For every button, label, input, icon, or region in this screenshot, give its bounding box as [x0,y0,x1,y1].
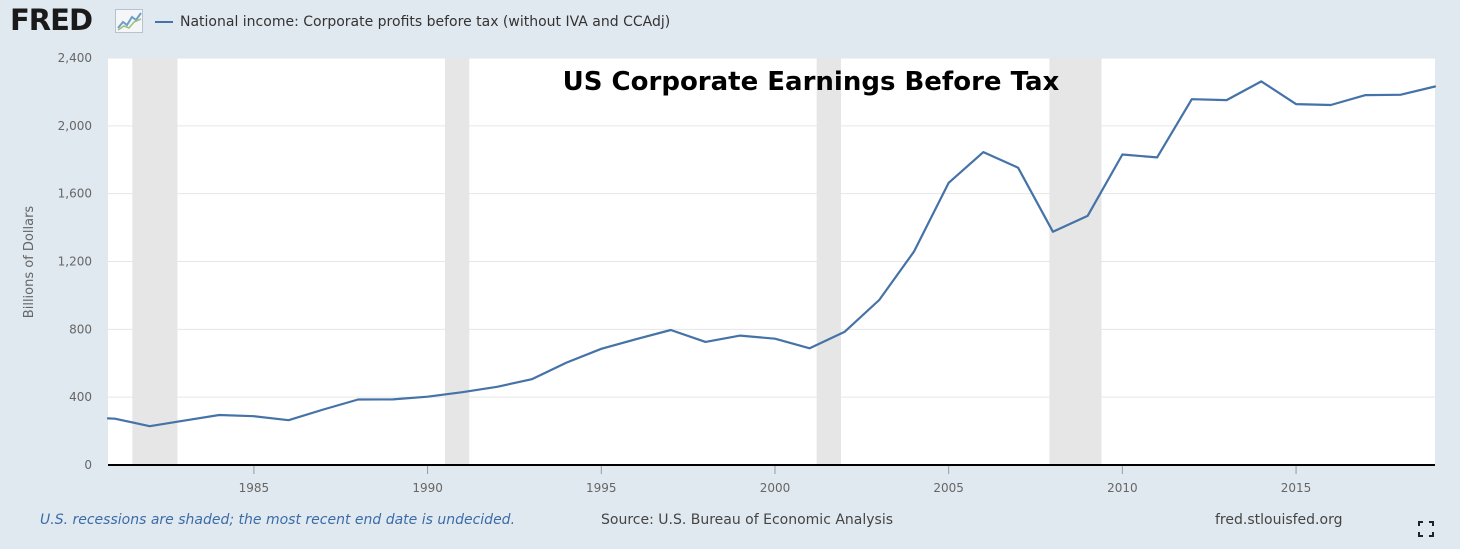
y-tick-label-2000: 2,000 [58,119,92,133]
trend-chart-icon [115,9,143,33]
y-axis-title: Billions of Dollars [22,206,37,319]
x-axis-ticks: 1985 1990 1995 2000 2005 2010 2015 [239,465,1312,495]
fullscreen-icon[interactable] [1418,521,1434,537]
recession-note: U.S. recessions are shaded; the most rec… [40,512,516,528]
y-axis-ticks: 0 400 800 1,200 1,600 2,000 2,400 [58,51,92,472]
series-line-0 [106,80,1437,428]
x-tick-label-2010: 2010 [1107,481,1138,495]
y-tick-label-1200: 1,200 [58,255,92,269]
y-tick-label-0: 0 [84,458,92,472]
chart-header: FRED National income: Corporate profits … [0,0,1460,46]
y-tick-label-1600: 1,600 [58,187,92,201]
y-tick-label-400: 400 [69,390,92,404]
chart-title: US Corporate Earnings Before Tax [563,67,1060,97]
x-tick-label-2005: 2005 [933,481,964,495]
y-tick-label-2400: 2,400 [58,51,92,65]
source-note: Source: U.S. Bureau of Economic Analysis [601,512,894,528]
x-tick-label-2015: 2015 [1281,481,1312,495]
grid-lines [108,57,1435,398]
fred-logo[interactable]: FRED [10,3,93,37]
site-link[interactable]: fred.stlouisfed.org [1215,512,1343,528]
x-tick-label-1985: 1985 [239,481,270,495]
series-layer [106,80,1437,428]
x-tick-label-1990: 1990 [412,481,443,495]
legend-label: National income: Corporate profits befor… [180,14,671,30]
legend-swatch [155,21,173,23]
x-tick-label-2000: 2000 [760,481,791,495]
x-tick-label-1995: 1995 [586,481,617,495]
y-tick-label-800: 800 [69,322,92,336]
chart-legend[interactable]: National income: Corporate profits befor… [155,12,670,32]
